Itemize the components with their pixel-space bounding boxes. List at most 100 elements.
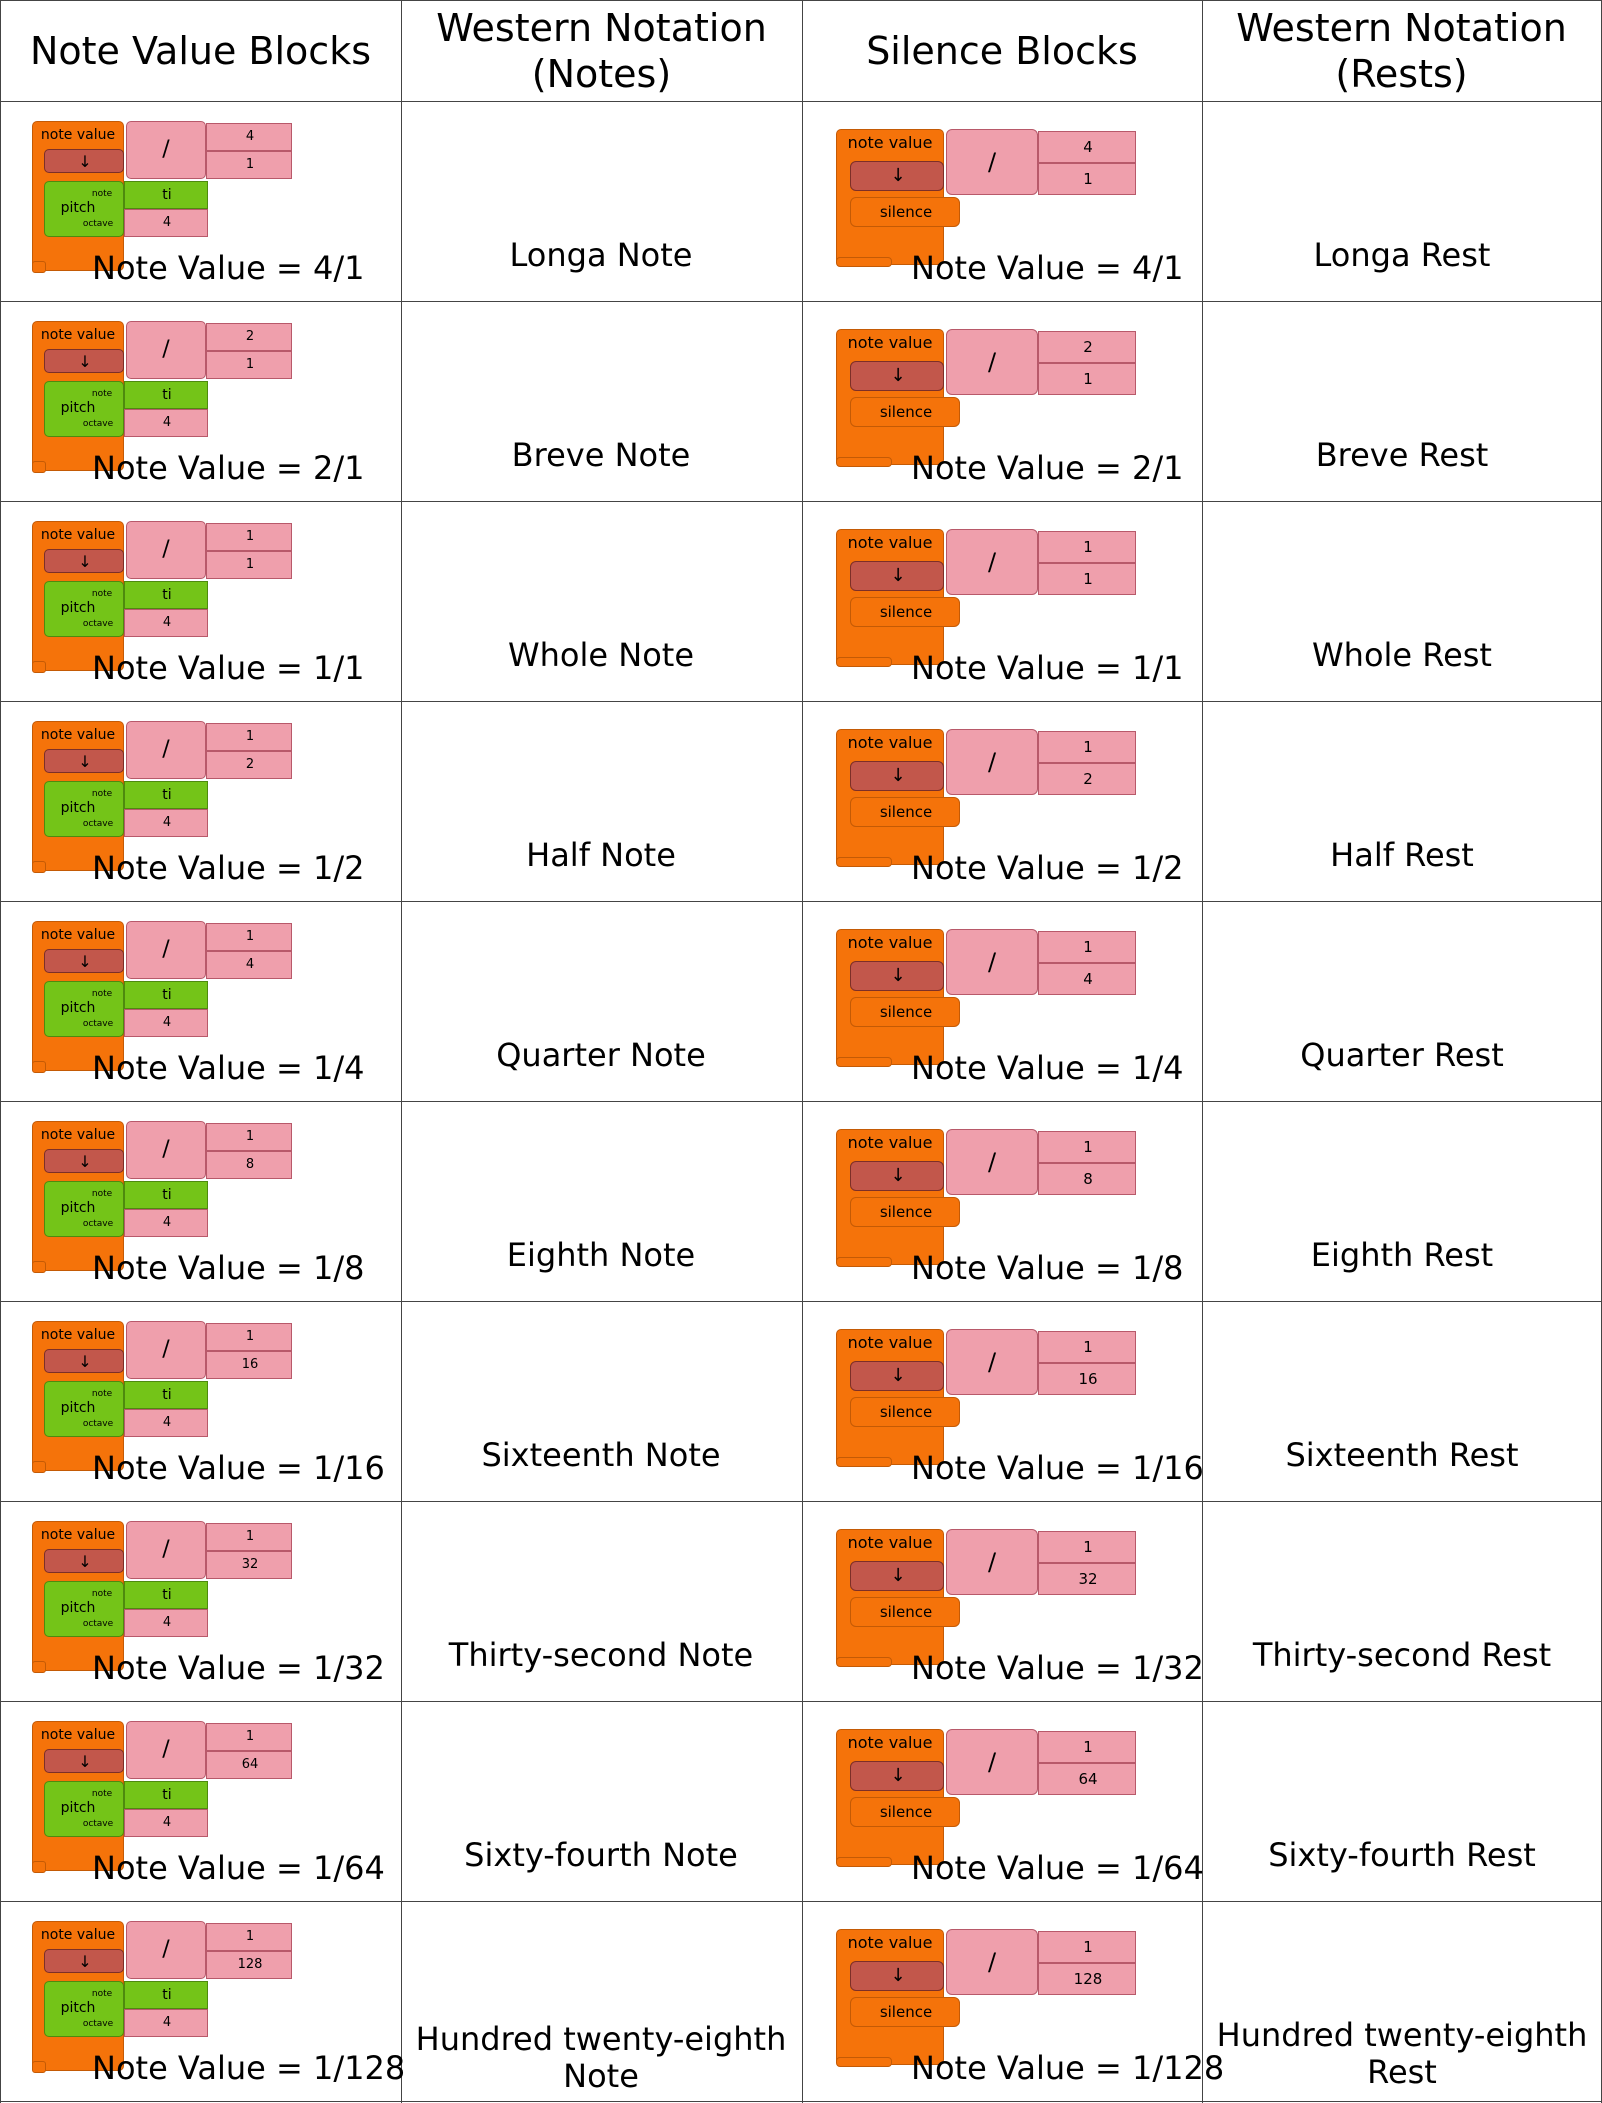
silence-label: silence [879,1203,933,1221]
arrow-block: ↓ [850,761,944,791]
silence-block[interactable]: note value ↓ / 1 16 silence [836,1329,1136,1469]
column-divider [0,0,1,2103]
silence-label: silence [879,1003,933,1021]
row-divider [0,0,1602,1]
note-value-label: note value [40,727,116,743]
denominator-box: 4 [1038,963,1136,995]
silence-cell: note value ↓ / 1 32 silence [802,1501,1202,1701]
arrow-icon: ↓ [78,1352,92,1371]
note-value-block[interactable]: note value ↓ / 1 4 note pitch octave ti 4 [32,921,302,1073]
silence-inner-block: silence [850,397,960,427]
silence-value-caption: Note Value = 1/128 [911,2049,1225,2087]
silence-block[interactable]: note value ↓ / 1 4 silence [836,929,1136,1069]
pitch-name-box: ti [124,381,208,409]
numerator-box: 4 [206,123,292,151]
silence-label: silence [879,1603,933,1621]
numerator-box: 1 [206,1723,292,1751]
pitch-block [44,981,124,1037]
divide-block [126,1721,206,1779]
numerator-box: 1 [206,1923,292,1951]
note-value-clamp-foot [32,261,46,273]
arrow-icon: ↓ [890,165,906,186]
silence-inner-block: silence [850,997,960,1027]
silence-block[interactable]: note value ↓ / 4 1 silence [836,129,1136,269]
divide-sign: / [987,1148,997,1176]
arrow-icon: ↓ [890,1965,906,1986]
arrow-block: ↓ [44,1549,124,1573]
divide-block [126,321,206,379]
numerator-value: 1 [245,529,255,544]
numerator-value: 1 [1083,1538,1093,1556]
note-name: Breve Note [511,436,691,474]
denominator-box: 64 [1038,1763,1136,1795]
denominator-box: 2 [1038,763,1136,795]
silence-block[interactable]: note value ↓ / 1 32 silence [836,1529,1136,1669]
note-value-block[interactable]: note value ↓ / 1 2 note pitch octave ti 4 [32,721,302,873]
silence-inner-block: silence [850,197,960,227]
pitch-block [44,1381,124,1437]
note-value-block[interactable]: note value ↓ / 1 128 note pitch octave ti 4 [32,1921,302,2073]
note-name: Sixteenth Note [481,1436,721,1474]
divide-sign: / [162,537,170,562]
note-value-block[interactable]: note value ↓ / 1 1 note pitch octave ti 4 [32,521,302,673]
divide-block [946,1529,1038,1595]
arrow-icon: ↓ [78,1152,92,1171]
pitch-label: pitch [60,2000,96,2016]
arrow-icon: ↓ [890,1365,906,1386]
divide-block [946,1729,1038,1795]
silence-value-caption: Note Value = 1/8 [911,1249,1184,1287]
note-value-clamp-foot [32,2061,46,2073]
silence-block[interactable]: note value ↓ / 2 1 silence [836,329,1136,469]
divide-block [126,721,206,779]
note-label: note [91,589,113,599]
arrow-block: ↓ [850,1761,944,1791]
note-value-block[interactable]: note value ↓ / 1 64 note pitch octave ti 4 [32,1721,302,1873]
note-value-caption: Note Value = 4/1 [92,249,365,287]
pitch-label: pitch [60,800,96,816]
octave-box: 4 [124,809,208,837]
divide-sign: / [162,137,170,162]
numerator-box: 1 [1038,1731,1136,1763]
arrow-icon: ↓ [78,1952,92,1971]
note-label: note [91,189,113,199]
pitch-block [44,1181,124,1237]
silence-block[interactable]: note value ↓ / 1 1 silence [836,529,1136,669]
numerator-value: 1 [1083,938,1093,956]
divide-block [126,521,206,579]
silence-value-caption: Note Value = 1/64 [911,1849,1204,1887]
note-value-block[interactable]: note value ↓ / 1 16 note pitch octave ti 4 [32,1321,302,1473]
note-value-clamp-foot [836,1057,892,1067]
note-value-block[interactable]: note value ↓ / 1 8 note pitch octave ti 4 [32,1121,302,1273]
arrow-block: ↓ [44,549,124,573]
divide-sign: / [162,337,170,362]
note-value-label: note value [40,527,116,543]
silence-block[interactable]: note value ↓ / 1 2 silence [836,729,1136,869]
silence-block[interactable]: note value ↓ / 1 64 silence [836,1729,1136,1869]
note-value-label: note value [847,1533,933,1552]
column-divider [1202,0,1203,2103]
note-value-caption: Note Value = 1/4 [92,1049,365,1087]
arrow-block: ↓ [850,1961,944,1991]
divide-block [946,329,1038,395]
note-value-block[interactable]: note value ↓ / 1 32 note pitch octave ti 4 [32,1521,302,1673]
rest-name: Quarter Rest [1300,1036,1504,1074]
row-divider [0,2101,1602,2102]
note-value-clamp-foot [32,1861,46,1873]
numerator-box: 1 [206,523,292,551]
numerator-value: 1 [245,1529,255,1544]
denominator-value: 1 [1083,370,1093,388]
silence-block[interactable]: note value ↓ / 1 128 silence [836,1929,1136,2069]
pitch-name-box: ti [124,981,208,1009]
note-value-block[interactable]: note value ↓ / 4 1 note pitch octave ti 4 [32,121,302,273]
row-divider [0,1501,1602,1502]
note-name: Whole Note [508,636,694,674]
note-value-label: note value [40,1727,116,1743]
note-value-block[interactable]: note value ↓ / 2 1 note pitch octave ti 4 [32,321,302,473]
divide-block [946,1129,1038,1195]
divide-sign: / [162,1137,170,1162]
note-name: Thirty-second Note [448,1636,754,1674]
silence-block[interactable]: note value ↓ / 1 8 silence [836,1129,1136,1269]
note-name: Hundred twenty-eighth Note [415,2020,787,2095]
divide-block [126,121,206,179]
note-value-clamp-foot [32,661,46,673]
